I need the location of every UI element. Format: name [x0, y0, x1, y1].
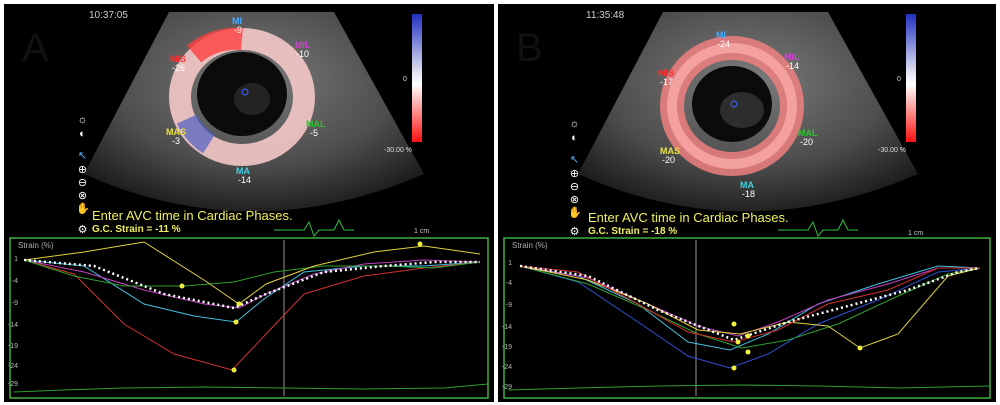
- pan-hand-icon[interactable]: ✋: [568, 207, 582, 219]
- segment-value: -20: [662, 155, 676, 165]
- pan-hand-icon[interactable]: ✋: [76, 203, 90, 215]
- pointer-icon[interactable]: ↖: [569, 154, 580, 166]
- echo-image-a: [9, 12, 489, 399]
- segment-label: MI: [716, 30, 726, 40]
- contrast-icon[interactable]: ◐: [79, 128, 86, 140]
- segment-value: -14: [786, 61, 800, 71]
- segment-label: MAS: [660, 146, 680, 156]
- segment-label: MAL: [798, 128, 818, 138]
- segment-value: -20: [800, 137, 814, 147]
- scale-zero-label: 0: [897, 76, 901, 83]
- pointer-icon[interactable]: ↖: [77, 150, 88, 162]
- segment-label: MI: [232, 16, 242, 26]
- y-tick: -29: [501, 384, 512, 391]
- segment-label: MIS: [170, 54, 187, 64]
- y-tick: -4: [505, 280, 512, 287]
- strain-axis-label: Strain (%): [512, 241, 548, 250]
- segment-label: MA: [740, 180, 754, 190]
- avc-instruction: Enter AVC time in Cardiac Phases.: [588, 210, 789, 225]
- avc-instruction: Enter AVC time in Cardiac Phases.: [92, 208, 293, 223]
- segment-label: MIL: [295, 40, 311, 50]
- timestamp: 11:35:48: [586, 10, 625, 21]
- echo-panel-b: B 11:35:48 MI -24 MIL -14 MIS -17 MAL -2…: [498, 4, 996, 402]
- zoom-out-icon[interactable]: ⊖: [77, 177, 88, 189]
- segment-value: -18: [742, 189, 756, 199]
- panel-letter: B: [516, 26, 543, 70]
- panel-letter: A: [22, 26, 49, 70]
- segment-value: -10: [296, 49, 310, 59]
- echo-panel-a: A 10:37:05 MI -9 MIL -10 MIS -26 MAL -5 …: [4, 4, 494, 402]
- zoom-out-icon[interactable]: ⊖: [569, 181, 580, 193]
- segment-value: -5: [310, 128, 319, 138]
- scale-max-label: -30.00 %: [878, 147, 907, 154]
- segment-label: MAL: [306, 119, 326, 129]
- timestamp: 10:37:05: [89, 10, 128, 21]
- segment-label: MIL: [784, 52, 800, 62]
- y-tick: -19: [501, 344, 512, 351]
- y-tick: -24: [501, 364, 512, 371]
- zoom-in-icon[interactable]: ⊕: [77, 164, 88, 176]
- y-tick: -24: [7, 363, 18, 370]
- scale-cm: 1 cm: [414, 228, 430, 235]
- brightness-icon[interactable]: ☼: [77, 114, 88, 126]
- y-tick: -9: [505, 302, 512, 309]
- segment-value: -14: [238, 175, 252, 185]
- y-tick: -19: [7, 343, 18, 350]
- scale-zero-label: 0: [403, 76, 407, 83]
- segment-value: -17: [660, 77, 674, 87]
- gc-strain: G.C. Strain = -18 %: [588, 226, 678, 237]
- segment-label: MIS: [658, 68, 675, 78]
- y-tick: -14: [501, 324, 512, 331]
- settings-icon[interactable]: ⚙: [77, 224, 88, 236]
- reset-icon[interactable]: ⊗: [77, 190, 88, 202]
- strain-color-scale: [906, 14, 916, 142]
- contrast-icon[interactable]: ◐: [571, 132, 578, 144]
- scale-cm: 1 cm: [908, 230, 924, 237]
- settings-icon[interactable]: ⚙: [569, 226, 580, 238]
- strain-axis-label: Strain (%): [18, 241, 54, 250]
- gc-strain: G.C. Strain = -11 %: [92, 224, 181, 235]
- segment-label: MAS: [166, 127, 186, 137]
- segment-value: -9: [234, 25, 243, 35]
- y-tick: 1: [14, 256, 18, 263]
- segment-label: MA: [236, 166, 250, 176]
- scale-max-label: -30.00 %: [384, 147, 413, 154]
- segment-value: -26: [172, 63, 186, 73]
- y-tick: -14: [7, 322, 18, 329]
- y-tick: 1: [508, 260, 512, 267]
- echo-image-b: [503, 12, 991, 399]
- reset-icon[interactable]: ⊗: [569, 194, 580, 206]
- y-tick: -4: [11, 278, 18, 285]
- segment-value: -24: [717, 39, 731, 49]
- brightness-icon[interactable]: ☼: [569, 118, 580, 130]
- y-tick: -9: [11, 300, 18, 307]
- zoom-in-icon[interactable]: ⊕: [569, 168, 580, 180]
- strain-color-scale: [412, 14, 422, 142]
- segment-value: -3: [172, 136, 181, 146]
- y-tick: -29: [7, 381, 18, 388]
